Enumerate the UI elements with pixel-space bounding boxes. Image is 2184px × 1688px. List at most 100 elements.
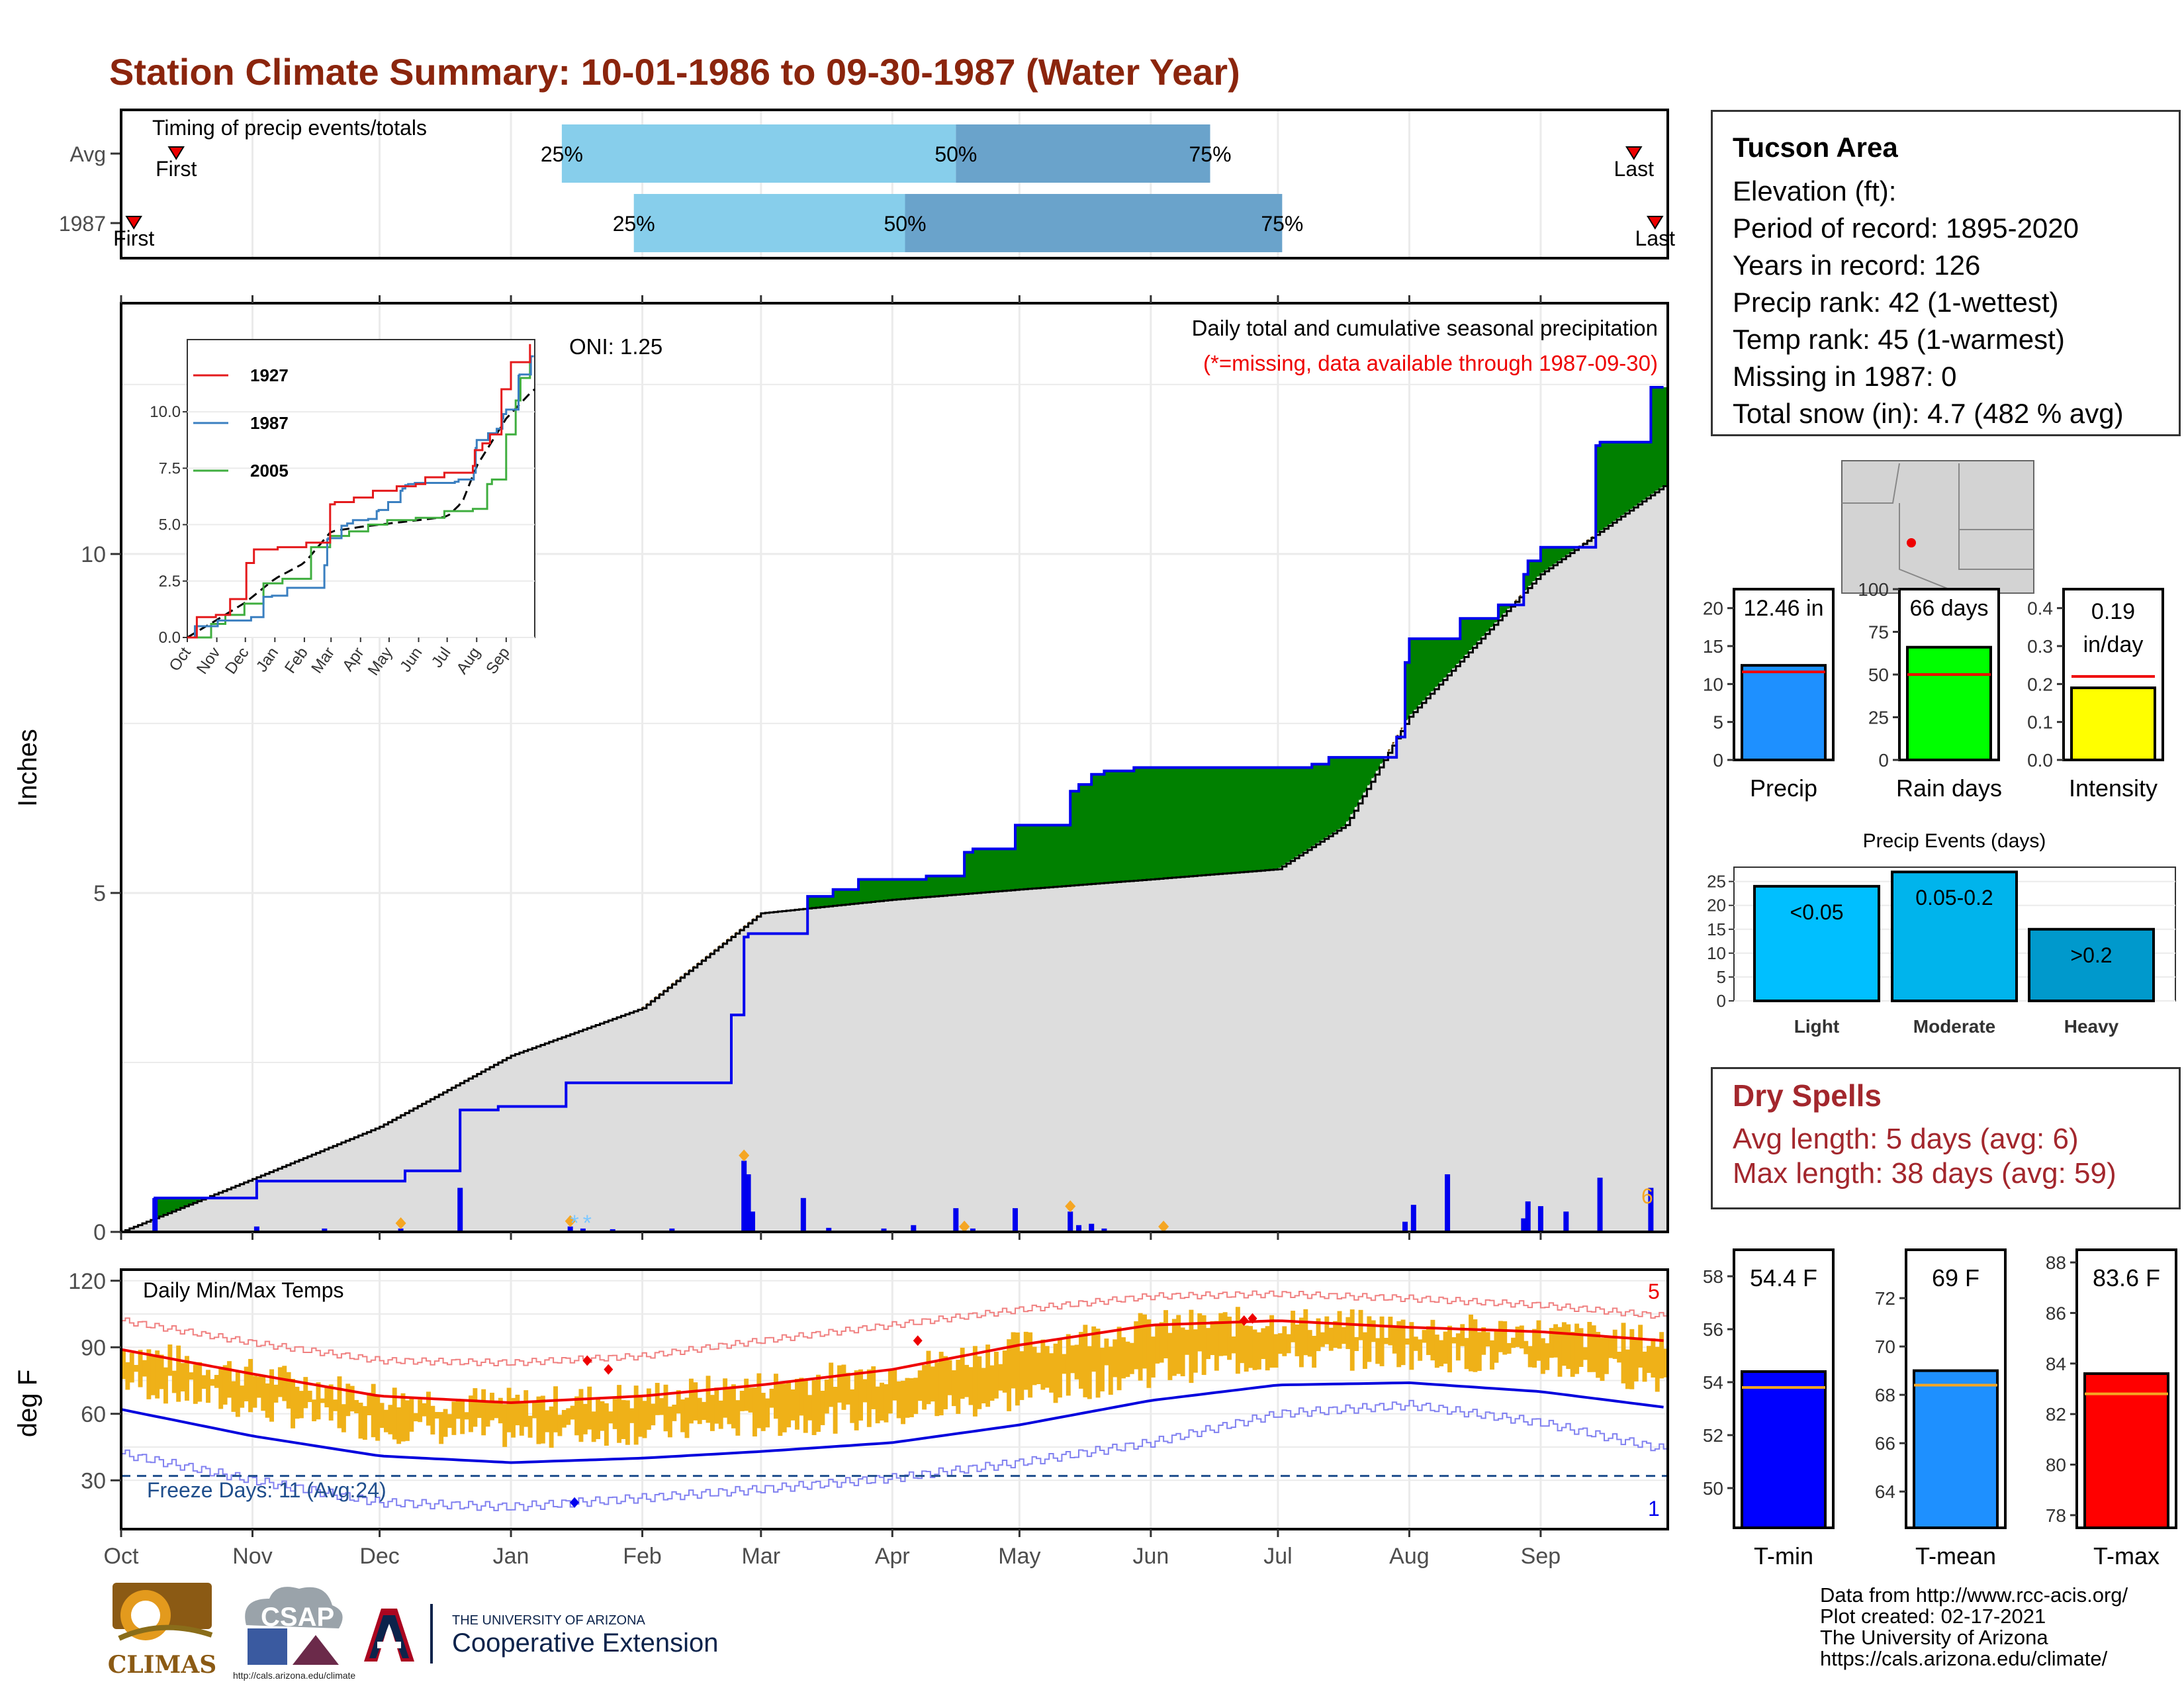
daily-precip-bar — [152, 1198, 158, 1232]
csap-url: http://cals.arizona.edu/climate — [233, 1670, 355, 1681]
temp-ytick-label: 120 — [68, 1269, 106, 1294]
surplus-fill — [939, 876, 944, 896]
daily-temp-bar — [643, 1401, 647, 1438]
daily-temp-bar — [1502, 1321, 1507, 1354]
daily-temp-bar — [664, 1385, 668, 1431]
surplus-fill — [994, 849, 999, 891]
daily-temp-bar — [782, 1383, 787, 1432]
daily-temp-bar — [795, 1379, 799, 1430]
surplus-fill — [1024, 825, 1028, 890]
daily-temp-bar — [329, 1384, 334, 1420]
summary-ytick-label: 58 — [1703, 1266, 1723, 1287]
surplus-fill — [1545, 547, 1549, 570]
ua-small-text: THE UNIVERSITY OF ARIZONA — [452, 1613, 645, 1628]
daily-temp-bar — [473, 1388, 477, 1427]
daily-temp-bar — [1062, 1354, 1066, 1374]
temp-count-high: 5 — [1648, 1280, 1660, 1303]
timing-bar-25-50 — [562, 124, 956, 183]
surplus-fill — [880, 879, 884, 900]
daily-temp-bar — [735, 1400, 740, 1436]
surplus-fill — [1354, 757, 1359, 807]
summary-ytick-label: 50 — [1703, 1478, 1723, 1499]
daily-temp-bar — [159, 1354, 164, 1389]
daily-temp-bar — [994, 1352, 999, 1399]
precip-ytick-label: 0 — [93, 1220, 106, 1245]
surplus-fill — [1121, 771, 1126, 882]
daily-temp-bar — [1142, 1315, 1147, 1369]
temp-title: Daily Min/Max Temps — [143, 1278, 343, 1302]
daily-temp-bar — [596, 1399, 600, 1439]
event-category-label: Light — [1794, 1016, 1839, 1037]
daily-temp-bar — [341, 1404, 346, 1432]
daily-temp-bar — [312, 1399, 316, 1421]
daily-temp-bar — [1621, 1323, 1626, 1383]
precip-note-title: Daily total and cumulative seasonal prec… — [1192, 316, 1658, 340]
summary-ytick-label: 80 — [2046, 1455, 2066, 1476]
daily-precip-bar — [1411, 1205, 1416, 1232]
daily-temp-bar — [693, 1382, 698, 1421]
summary-ytick-label: 64 — [1875, 1481, 1895, 1502]
daily-temp-bar — [1460, 1324, 1465, 1346]
events-title: Precip Events (days) — [1863, 830, 2046, 852]
daily-temp-bar — [1007, 1339, 1011, 1411]
surplus-fill — [1193, 768, 1198, 876]
daily-temp-bar — [934, 1362, 939, 1416]
surplus-fill — [909, 879, 914, 898]
summary-ytick-label: 25 — [1868, 708, 1889, 728]
daily-temp-bar — [384, 1410, 388, 1432]
timing-label-last: Last — [1635, 226, 1676, 250]
surplus-fill — [1028, 825, 1032, 889]
daily-temp-bar — [922, 1365, 927, 1409]
daily-temp-bar — [1218, 1313, 1223, 1356]
surplus-fill — [934, 876, 939, 896]
events-ytick-label: 5 — [1717, 967, 1726, 987]
daily-temp-bar — [1312, 1336, 1316, 1368]
surplus-fill — [1316, 764, 1321, 843]
daily-temp-bar — [371, 1384, 376, 1438]
summary-bar — [1742, 665, 1825, 760]
daily-temp-bar — [629, 1408, 634, 1423]
summary-ytick-label: 0.4 — [2027, 598, 2053, 619]
surplus-fill — [1142, 768, 1147, 880]
oni-label: ONI: 1.25 — [569, 334, 662, 359]
daily-temp-bar — [265, 1383, 270, 1418]
daily-temp-bar — [672, 1405, 676, 1421]
daily-temp-bar — [1566, 1325, 1570, 1369]
surplus-fill — [884, 879, 888, 900]
daily-temp-bar — [867, 1370, 872, 1427]
surplus-fill — [1418, 639, 1422, 705]
station-line: Years in record: 126 — [1733, 247, 2159, 284]
temp-count-low: 1 — [1648, 1497, 1660, 1521]
daily-temp-bar — [799, 1378, 803, 1415]
daily-temp-bar — [490, 1393, 494, 1421]
surplus-fill — [1151, 768, 1156, 880]
surplus-fill — [1040, 825, 1045, 888]
surplus-fill — [1244, 768, 1249, 872]
surplus-fill — [1269, 768, 1274, 870]
daily-temp-bar — [884, 1384, 888, 1423]
daily-temp-bar — [1265, 1326, 1270, 1370]
daily-temp-bar — [354, 1400, 359, 1413]
timing-row-label: Avg — [69, 142, 106, 166]
surplus-fill — [1011, 849, 1016, 890]
dry-spells-max: Max length: 38 days (avg: 59) — [1733, 1156, 2159, 1191]
surplus-fill — [1155, 768, 1160, 879]
daily-temp-bar — [638, 1395, 643, 1437]
surplus-fill — [1643, 442, 1647, 500]
daily-temp-bar — [1066, 1334, 1071, 1395]
summary-bar-label: T-max — [2093, 1542, 2160, 1570]
summary-value-label: 83.6 F — [2093, 1264, 2160, 1291]
summary-ytick-label: 66 — [1875, 1433, 1895, 1454]
station-line: Total snow (in): 4.7 (482 % avg) — [1733, 395, 2159, 432]
surplus-fill — [1075, 791, 1079, 885]
surplus-fill — [1227, 768, 1232, 874]
daily-temp-bar — [888, 1370, 893, 1414]
daily-temp-bar — [359, 1403, 363, 1438]
daily-precip-bar — [1068, 1211, 1073, 1232]
daily-temp-bar — [1100, 1348, 1105, 1391]
timing-label-first: First — [113, 226, 154, 250]
daily-temp-bar — [973, 1346, 978, 1416]
daily-temp-bar — [553, 1386, 558, 1432]
daily-temp-bar — [401, 1393, 406, 1442]
daily-temp-bar — [1109, 1346, 1113, 1395]
